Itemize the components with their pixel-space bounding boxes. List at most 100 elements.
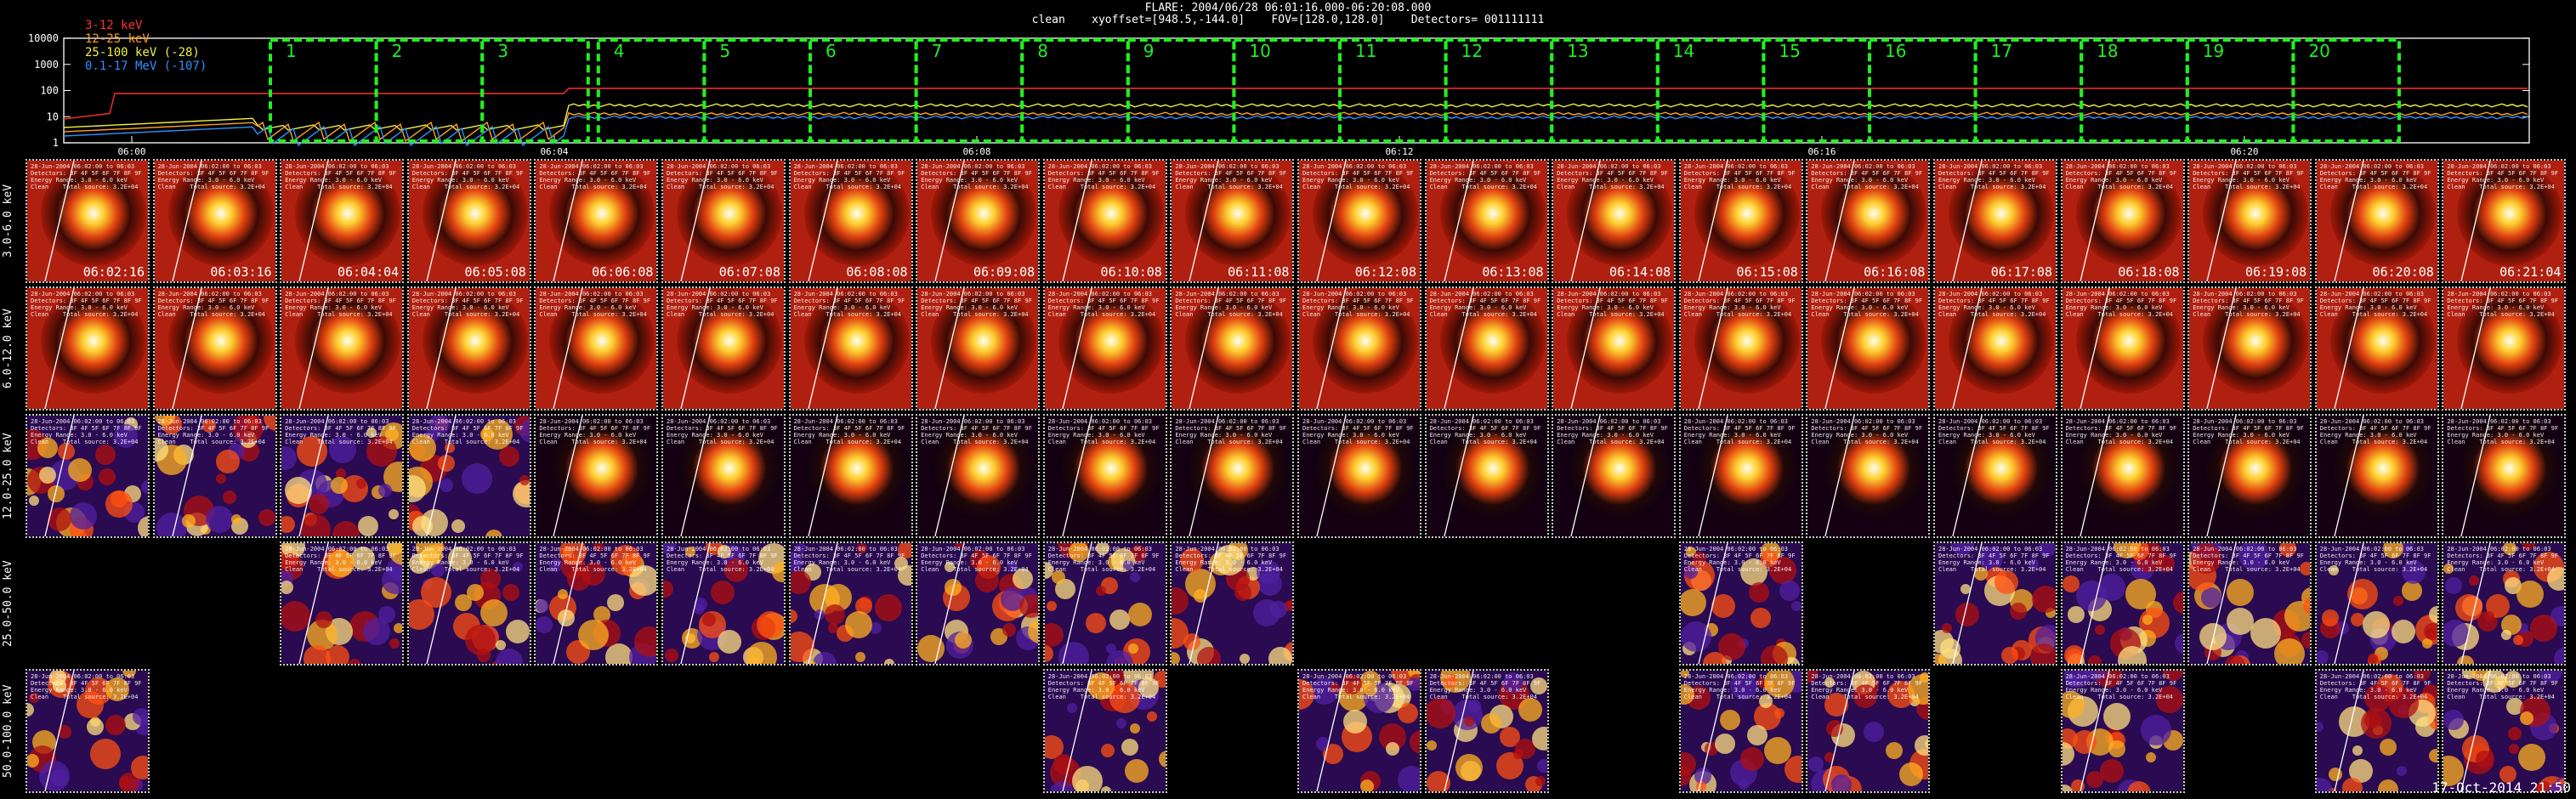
- image-tile[interactable]: 28-Jun-2004 06:02:00 to 06:03 Detectors:…: [1806, 669, 1931, 793]
- image-tile[interactable]: 28-Jun-2004 06:02:00 to 06:03 Detectors:…: [280, 159, 405, 283]
- image-tile[interactable]: 28-Jun-2004 06:02:00 to 06:03 Detectors:…: [26, 669, 150, 793]
- image-tile[interactable]: 28-Jun-2004 06:02:00 to 06:03 Detectors:…: [788, 414, 913, 538]
- image-tile[interactable]: 28-Jun-2004 06:02:00 to 06:03 Detectors:…: [2314, 541, 2439, 666]
- image-tile[interactable]: 28-Jun-2004 06:02:00 to 06:03 Detectors:…: [26, 414, 150, 538]
- image-tile[interactable]: 28-Jun-2004 06:02:00 to 06:03 Detectors:…: [2060, 159, 2185, 283]
- image-tile[interactable]: 28-Jun-2004 06:02:00 to 06:03 Detectors:…: [916, 541, 1041, 666]
- image-tile[interactable]: 28-Jun-2004 06:02:00 to 06:03 Detectors:…: [2442, 541, 2567, 666]
- image-tile[interactable]: 28-Jun-2004 06:02:00 to 06:03 Detectors:…: [916, 414, 1041, 538]
- image-tile[interactable]: 28-Jun-2004 06:02:00 to 06:03 Detectors:…: [1678, 159, 1803, 283]
- image-tile[interactable]: 28-Jun-2004 06:02:00 to 06:03 Detectors:…: [2060, 541, 2185, 666]
- image-tile[interactable]: 28-Jun-2004 06:02:00 to 06:03 Detectors:…: [152, 286, 277, 411]
- image-tile[interactable]: 28-Jun-2004 06:02:00 to 06:03 Detectors:…: [661, 541, 786, 666]
- image-tile[interactable]: 28-Jun-2004 06:02:00 to 06:03 Detectors:…: [2442, 286, 2567, 411]
- solar-limb-line: [2206, 416, 2237, 536]
- image-tile[interactable]: 28-Jun-2004 06:02:00 to 06:03 Detectors:…: [661, 286, 786, 411]
- image-tile[interactable]: 28-Jun-2004 06:02:00 to 06:03 Detectors:…: [1424, 414, 1549, 538]
- image-tile[interactable]: 28-Jun-2004 06:02:00 to 06:03 Detectors:…: [280, 414, 405, 538]
- image-tile[interactable]: 28-Jun-2004 06:02:00 to 06:03 Detectors:…: [534, 159, 659, 283]
- image-tile[interactable]: 28-Jun-2004 06:02:00 to 06:03 Detectors:…: [2060, 414, 2185, 538]
- image-tile[interactable]: 28-Jun-2004 06:02:00 to 06:03 Detectors:…: [2314, 669, 2439, 793]
- image-tile[interactable]: 28-Jun-2004 06:02:00 to 06:03 Detectors:…: [2187, 286, 2312, 411]
- tile-info: 28-Jun-2004 06:02:00 to 06:03 Detectors:…: [1047, 673, 1160, 700]
- image-tile[interactable]: 28-Jun-2004 06:02:00 to 06:03 Detectors:…: [152, 414, 277, 538]
- image-tile[interactable]: 28-Jun-2004 06:02:00 to 06:03 Detectors:…: [2060, 286, 2185, 411]
- image-tile[interactable]: 28-Jun-2004 06:02:00 to 06:03 Detectors:…: [2442, 159, 2567, 283]
- tile-time: 06:19:08: [2244, 264, 2307, 280]
- image-tile[interactable]: 28-Jun-2004 06:02:00 to 06:03 Detectors:…: [788, 541, 913, 666]
- image-tile[interactable]: 28-Jun-2004 06:02:00 to 06:03 Detectors:…: [1678, 541, 1803, 666]
- image-tile[interactable]: 28-Jun-2004 06:02:00 to 06:03 Detectors:…: [1042, 414, 1167, 538]
- image-tile[interactable]: 28-Jun-2004 06:02:00 to 06:03 Detectors:…: [534, 414, 659, 538]
- tile-time: 06:20:08: [2372, 264, 2434, 280]
- image-tile[interactable]: 28-Jun-2004 06:02:00 to 06:03 Detectors:…: [406, 159, 531, 283]
- image-tile[interactable]: 28-Jun-2004 06:02:00 to 06:03 Detectors:…: [1424, 159, 1549, 283]
- image-tile[interactable]: 28-Jun-2004 06:02:00 to 06:03 Detectors:…: [916, 159, 1041, 283]
- image-tile[interactable]: 28-Jun-2004 06:02:00 to 06:03 Detectors:…: [1297, 669, 1421, 793]
- image-tile[interactable]: 28-Jun-2004 06:02:00 to 06:03 Detectors:…: [2187, 414, 2312, 538]
- image-tile[interactable]: 28-Jun-2004 06:02:00 to 06:03 Detectors:…: [2442, 669, 2567, 793]
- image-tile[interactable]: 28-Jun-2004 06:02:00 to 06:03 Detectors:…: [1552, 414, 1677, 538]
- image-tile[interactable]: 28-Jun-2004 06:02:00 to 06:03 Detectors:…: [1170, 159, 1295, 283]
- image-tile[interactable]: 28-Jun-2004 06:02:00 to 06:03 Detectors:…: [1806, 159, 1931, 283]
- image-tile[interactable]: 28-Jun-2004 06:02:00 to 06:03 Detectors:…: [788, 159, 913, 283]
- image-tile[interactable]: 28-Jun-2004 06:02:00 to 06:03 Detectors:…: [1678, 414, 1803, 538]
- image-tile[interactable]: 28-Jun-2004 06:02:00 to 06:03 Detectors:…: [2314, 286, 2439, 411]
- image-tile[interactable]: 28-Jun-2004 06:02:00 to 06:03 Detectors:…: [280, 541, 405, 666]
- image-tile[interactable]: 28-Jun-2004 06:02:00 to 06:03 Detectors:…: [1933, 414, 2057, 538]
- image-tile[interactable]: 28-Jun-2004 06:02:00 to 06:03 Detectors:…: [916, 286, 1041, 411]
- image-tile[interactable]: 28-Jun-2004 06:02:00 to 06:03 Detectors:…: [1170, 541, 1295, 666]
- image-tile[interactable]: 28-Jun-2004 06:02:00 to 06:03 Detectors:…: [1297, 286, 1421, 411]
- image-tile[interactable]: 28-Jun-2004 06:02:00 to 06:03 Detectors:…: [1042, 286, 1167, 411]
- solar-limb-line: [171, 416, 202, 536]
- image-tile[interactable]: 28-Jun-2004 06:02:00 to 06:03 Detectors:…: [1933, 159, 2057, 283]
- image-tile[interactable]: 28-Jun-2004 06:02:00 to 06:03 Detectors:…: [1170, 414, 1295, 538]
- image-tile[interactable]: 28-Jun-2004 06:02:00 to 06:03 Detectors:…: [280, 286, 405, 411]
- image-tile[interactable]: 28-Jun-2004 06:02:00 to 06:03 Detectors:…: [26, 159, 150, 283]
- image-tile[interactable]: 28-Jun-2004 06:02:00 to 06:03 Detectors:…: [1678, 669, 1803, 793]
- tile-info: 28-Jun-2004 06:02:00 to 06:03 Detectors:…: [1047, 546, 1160, 573]
- image-tile[interactable]: 28-Jun-2004 06:02:00 to 06:03 Detectors:…: [1297, 159, 1421, 283]
- image-tile[interactable]: 28-Jun-2004 06:02:00 to 06:03 Detectors:…: [26, 286, 150, 411]
- image-tile[interactable]: 28-Jun-2004 06:02:00 to 06:03 Detectors:…: [1806, 286, 1931, 411]
- image-tile[interactable]: 28-Jun-2004 06:02:00 to 06:03 Detectors:…: [406, 414, 531, 538]
- image-tile[interactable]: 28-Jun-2004 06:02:00 to 06:03 Detectors:…: [661, 414, 786, 538]
- image-tile[interactable]: 28-Jun-2004 06:02:00 to 06:03 Detectors:…: [406, 541, 531, 666]
- tile-time: 06:11:08: [1228, 264, 1290, 280]
- image-tile[interactable]: 28-Jun-2004 06:02:00 to 06:03 Detectors:…: [2187, 159, 2312, 283]
- solar-limb-line: [2079, 161, 2110, 281]
- image-tile[interactable]: 28-Jun-2004 06:02:00 to 06:03 Detectors:…: [1424, 669, 1549, 793]
- image-tile[interactable]: 28-Jun-2004 06:02:00 to 06:03 Detectors:…: [1933, 286, 2057, 411]
- image-tile[interactable]: 28-Jun-2004 06:02:00 to 06:03 Detectors:…: [1678, 286, 1803, 411]
- image-tile[interactable]: 28-Jun-2004 06:02:00 to 06:03 Detectors:…: [788, 286, 913, 411]
- image-tile[interactable]: 28-Jun-2004 06:02:00 to 06:03 Detectors:…: [2314, 159, 2439, 283]
- tile-info: 28-Jun-2004 06:02:00 to 06:03 Detectors:…: [667, 163, 778, 190]
- solar-limb-line: [1189, 543, 1220, 664]
- image-tile[interactable]: 28-Jun-2004 06:02:00 to 06:03 Detectors:…: [661, 159, 786, 283]
- image-tile[interactable]: 28-Jun-2004 06:02:00 to 06:03 Detectors:…: [1042, 541, 1167, 666]
- image-tile[interactable]: 28-Jun-2004 06:02:00 to 06:03 Detectors:…: [534, 286, 659, 411]
- image-tile[interactable]: 28-Jun-2004 06:02:00 to 06:03 Detectors:…: [2187, 541, 2312, 666]
- image-tile[interactable]: 28-Jun-2004 06:02:00 to 06:03 Detectors:…: [534, 541, 659, 666]
- tile-info: 28-Jun-2004 06:02:00 to 06:03 Detectors:…: [285, 163, 396, 190]
- image-tile[interactable]: 28-Jun-2004 06:02:00 to 06:03 Detectors:…: [1042, 159, 1167, 283]
- image-tile[interactable]: 28-Jun-2004 06:02:00 to 06:03 Detectors:…: [2060, 669, 2185, 793]
- image-tile[interactable]: 28-Jun-2004 06:02:00 to 06:03 Detectors:…: [1933, 541, 2057, 666]
- image-tile[interactable]: 28-Jun-2004 06:02:00 to 06:03 Detectors:…: [2442, 414, 2567, 538]
- image-tile[interactable]: 28-Jun-2004 06:02:00 to 06:03 Detectors:…: [2314, 414, 2439, 538]
- x-tick-label: 06:08: [962, 146, 990, 157]
- solar-limb-line: [1570, 288, 1601, 409]
- solar-limb-line: [426, 288, 457, 409]
- tile-time: 06:06:08: [592, 264, 654, 280]
- image-tile[interactable]: 28-Jun-2004 06:02:00 to 06:03 Detectors:…: [1297, 414, 1421, 538]
- image-tile[interactable]: 28-Jun-2004 06:02:00 to 06:03 Detectors:…: [1806, 414, 1931, 538]
- image-tile[interactable]: 28-Jun-2004 06:02:00 to 06:03 Detectors:…: [1552, 159, 1677, 283]
- tile-time: 06:02:16: [82, 264, 145, 280]
- image-tile[interactable]: 28-Jun-2004 06:02:00 to 06:03 Detectors:…: [1170, 286, 1295, 411]
- image-tile[interactable]: 28-Jun-2004 06:02:00 to 06:03 Detectors:…: [1042, 669, 1167, 793]
- image-tile[interactable]: 28-Jun-2004 06:02:00 to 06:03 Detectors:…: [152, 159, 277, 283]
- image-tile[interactable]: 28-Jun-2004 06:02:00 to 06:03 Detectors:…: [1552, 286, 1677, 411]
- image-tile[interactable]: 28-Jun-2004 06:02:00 to 06:03 Detectors:…: [1424, 286, 1549, 411]
- tile-info: 28-Jun-2004 06:02:00 to 06:03 Detectors:…: [2065, 163, 2177, 190]
- image-tile[interactable]: 28-Jun-2004 06:02:00 to 06:03 Detectors:…: [406, 286, 531, 411]
